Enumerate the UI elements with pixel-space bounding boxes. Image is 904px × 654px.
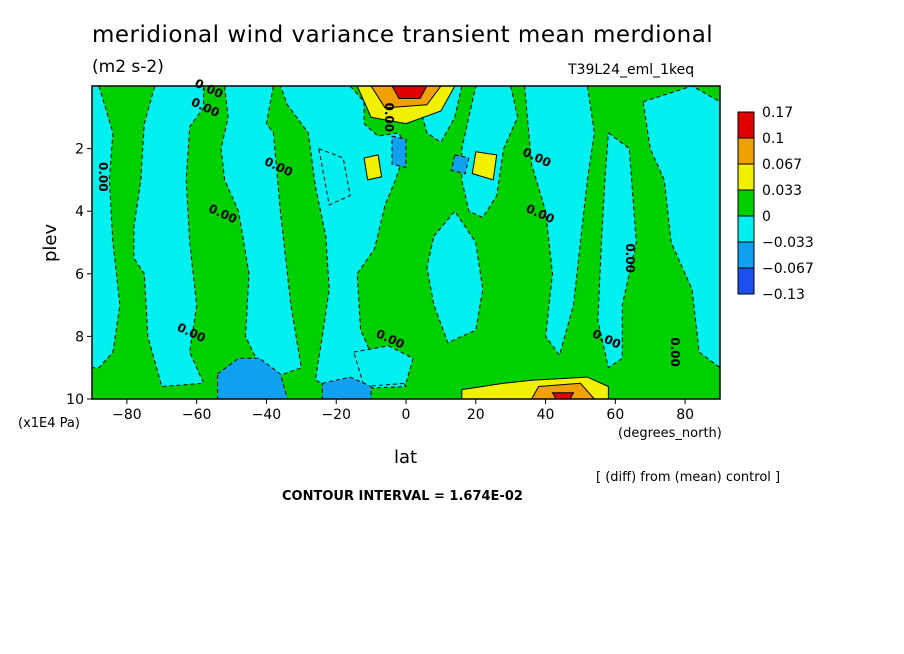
contour-interval: CONTOUR INTERVAL = 1.674E-02 — [282, 489, 523, 504]
contour-label-5: 0.00 — [382, 102, 396, 132]
colorbar-label-3: 0.033 — [762, 183, 802, 199]
y-tick-label-1: 4 — [75, 204, 84, 220]
x-tick-label-8: 80 — [676, 407, 694, 423]
x-tick-label-0: −80 — [112, 407, 142, 423]
contour-region-8 — [642, 85, 721, 369]
contour-region-0 — [91, 85, 121, 369]
contour-region-23 — [551, 392, 575, 400]
contour-region-10 — [353, 345, 414, 388]
contour-label-11: 0.00 — [668, 337, 682, 367]
y-tick-label-0: 2 — [75, 142, 84, 158]
y-tick-label-4: 10 — [66, 392, 84, 408]
contour-region-18 — [471, 151, 498, 181]
colorbar: 0.17 0.1 0.067 0.033 0 −0.033 −0.067 −0.13 — [737, 105, 814, 303]
colorbar-label-6: −0.067 — [762, 261, 814, 277]
x-tick-label-7: 60 — [606, 407, 624, 423]
x-tick-label-1: −60 — [182, 407, 212, 423]
x-tick-label-2: −40 — [252, 407, 282, 423]
contour-region-9 — [426, 210, 484, 344]
colorbar-label-5: −0.033 — [762, 235, 814, 251]
contour-region-7 — [597, 131, 637, 369]
contour-region-13 — [321, 376, 372, 400]
contour-region-6 — [524, 85, 595, 357]
diff-note: [ (diff) from (mean) control ] — [596, 470, 781, 485]
colorbar-label-1: 0.1 — [762, 131, 784, 147]
x-tick-label-5: 20 — [467, 407, 485, 423]
contour-label-8: 0.00 — [623, 243, 637, 273]
x-tick-label-4: 0 — [402, 407, 411, 423]
colorbar-swatch-1 — [737, 137, 755, 165]
x-tick-label-3: −20 — [321, 407, 351, 423]
chart-title: meridional wind variance transient mean … — [92, 22, 714, 48]
contour-region-5 — [461, 85, 519, 219]
contour-label-2: 0.00 — [96, 162, 110, 192]
colorbar-swatch-6 — [737, 267, 755, 295]
colorbar-swatch-3 — [737, 189, 755, 217]
plot-fills — [91, 85, 721, 400]
x-axis-label: lat — [394, 447, 418, 468]
contour-region-15 — [450, 154, 470, 175]
y-tick-label-2: 6 — [75, 267, 84, 283]
y-axis-label: plev — [40, 223, 61, 262]
run-label: T39L24_eml_1keq — [568, 62, 695, 78]
colorbar-swatch-4 — [737, 215, 755, 243]
x-tick-label-6: 40 — [537, 407, 555, 423]
colorbar-swatch-2 — [737, 163, 755, 191]
colorbar-label-2: 0.067 — [762, 157, 802, 173]
colorbar-swatch-5 — [737, 241, 755, 269]
colorbar-label-7: −0.13 — [762, 287, 805, 303]
colorbar-label-4: 0 — [762, 209, 771, 225]
x-axis-units: (degrees_north) — [618, 426, 722, 441]
colorbar-label-0: 0.17 — [762, 105, 793, 121]
contour-region-17 — [363, 154, 383, 181]
contour-region-14 — [391, 135, 407, 169]
y-tick-label-3: 8 — [75, 329, 84, 345]
chart-units: (m2 s-2) — [92, 57, 164, 77]
contour-region-11 — [318, 147, 351, 206]
colorbar-swatch-0 — [737, 111, 755, 139]
axis-ticks: −80 −60 −40 −20 0 20 40 60 80 2 4 6 8 10 — [66, 142, 694, 423]
contour-region-1 — [133, 85, 205, 388]
y-axis-units: (x1E4 Pa) — [18, 416, 80, 431]
